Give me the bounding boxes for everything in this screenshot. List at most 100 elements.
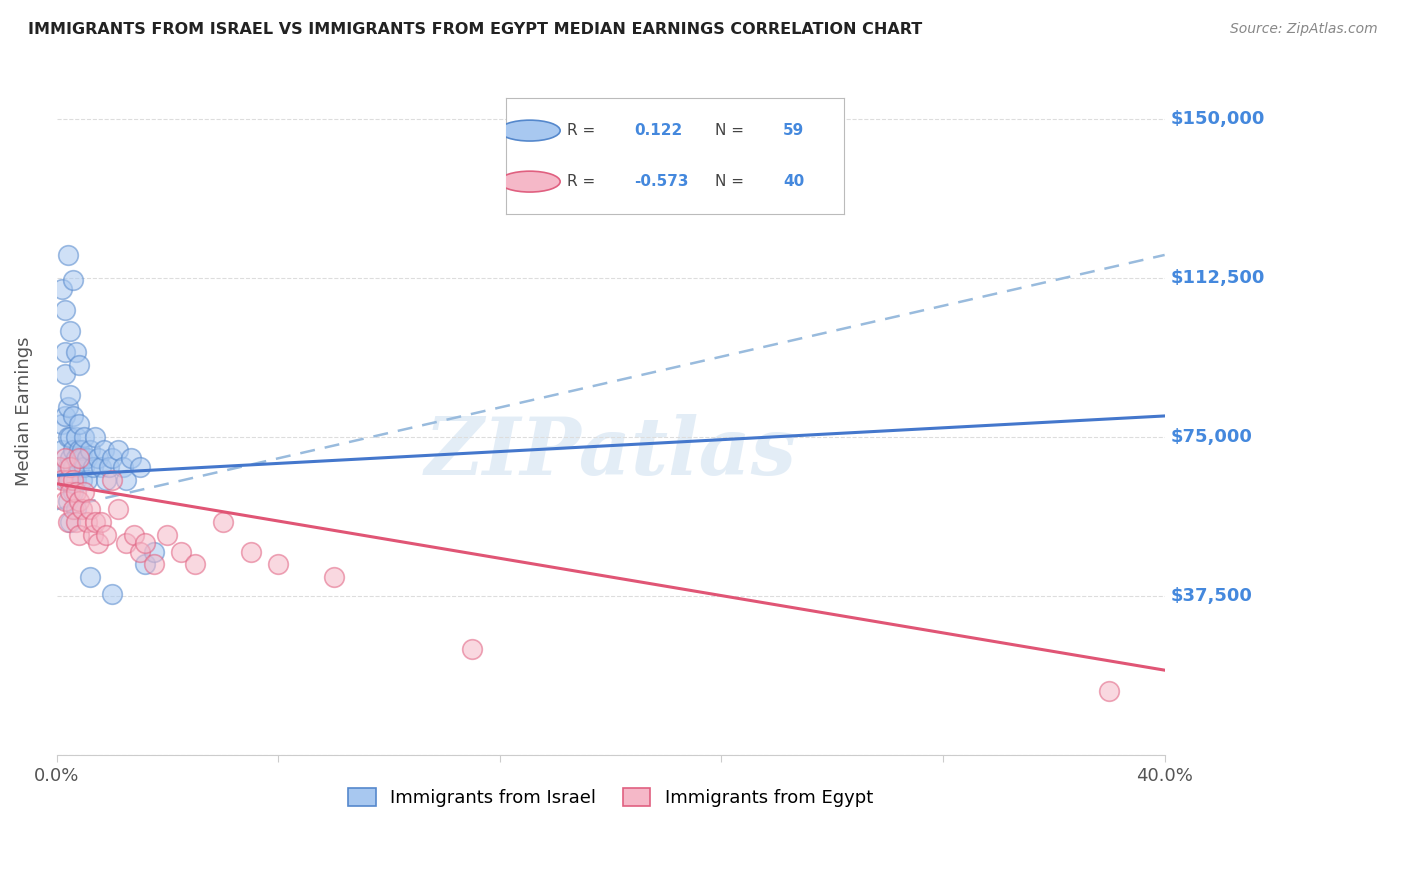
Point <box>67 451 90 466</box>
Point <box>70 502 93 516</box>
Text: R =: R = <box>567 174 595 189</box>
Point <box>107 502 129 516</box>
Point <box>59 515 82 529</box>
Point <box>56 493 79 508</box>
Point <box>62 409 84 423</box>
Point <box>101 451 124 466</box>
Point <box>134 558 156 572</box>
Point <box>59 324 82 338</box>
Point <box>65 345 87 359</box>
Point <box>73 485 96 500</box>
Point <box>53 303 76 318</box>
Text: R =: R = <box>567 123 595 138</box>
Point <box>53 473 76 487</box>
Point <box>90 515 112 529</box>
Point <box>1098 684 1121 698</box>
Point <box>142 544 165 558</box>
Point <box>65 485 87 500</box>
Point <box>70 442 93 457</box>
Point <box>170 544 193 558</box>
Point <box>84 515 107 529</box>
Point <box>62 459 84 474</box>
Text: IMMIGRANTS FROM ISRAEL VS IMMIGRANTS FROM EGYPT MEDIAN EARNINGS CORRELATION CHAR: IMMIGRANTS FROM ISRAEL VS IMMIGRANTS FRO… <box>28 22 922 37</box>
Point <box>79 570 101 584</box>
Point <box>53 367 76 381</box>
Point <box>59 485 82 500</box>
Point <box>98 459 121 474</box>
Point <box>67 459 90 474</box>
Point <box>73 459 96 474</box>
Point <box>51 473 73 487</box>
Point <box>79 442 101 457</box>
Point <box>53 451 76 466</box>
Point <box>59 459 82 474</box>
Point <box>107 442 129 457</box>
Y-axis label: Median Earnings: Median Earnings <box>15 337 32 486</box>
Point <box>51 442 73 457</box>
Point <box>56 473 79 487</box>
Point <box>82 527 104 541</box>
Point <box>62 502 84 516</box>
Point <box>211 515 233 529</box>
Point <box>65 502 87 516</box>
Point <box>76 473 98 487</box>
Point <box>267 558 290 572</box>
Point <box>67 358 90 372</box>
Point <box>90 459 112 474</box>
Point <box>53 345 76 359</box>
Point <box>96 527 118 541</box>
Point <box>156 527 179 541</box>
Text: $150,000: $150,000 <box>1170 111 1264 128</box>
Point <box>87 451 110 466</box>
Point <box>115 536 138 550</box>
Text: $112,500: $112,500 <box>1170 269 1264 287</box>
Point <box>59 430 82 444</box>
Point <box>56 248 79 262</box>
Text: 59: 59 <box>783 123 804 138</box>
Circle shape <box>499 120 560 141</box>
Point <box>87 536 110 550</box>
Point <box>128 459 150 474</box>
Point <box>112 459 135 474</box>
Point <box>59 388 82 402</box>
Point <box>120 451 142 466</box>
Point <box>67 417 90 432</box>
Point <box>134 536 156 550</box>
Point <box>122 527 145 541</box>
Point <box>70 451 93 466</box>
Point <box>115 473 138 487</box>
Point <box>76 515 98 529</box>
Point <box>48 459 70 474</box>
Legend: Immigrants from Israel, Immigrants from Egypt: Immigrants from Israel, Immigrants from … <box>342 780 880 814</box>
Point <box>56 401 79 415</box>
Point <box>53 493 76 508</box>
Point <box>76 451 98 466</box>
Point <box>67 493 90 508</box>
Text: $37,500: $37,500 <box>1170 587 1253 605</box>
Point <box>65 473 87 487</box>
Point <box>184 558 207 572</box>
Point <box>56 515 79 529</box>
Point <box>93 442 115 457</box>
Text: Source: ZipAtlas.com: Source: ZipAtlas.com <box>1230 22 1378 37</box>
Point <box>70 473 93 487</box>
Circle shape <box>499 171 560 192</box>
Point <box>322 570 344 584</box>
Point <box>65 515 87 529</box>
Text: N =: N = <box>716 123 744 138</box>
Point <box>62 473 84 487</box>
Point <box>73 430 96 444</box>
Point <box>56 459 79 474</box>
Text: $75,000: $75,000 <box>1170 428 1253 446</box>
Text: -0.573: -0.573 <box>634 174 689 189</box>
Point <box>59 451 82 466</box>
Point <box>239 544 262 558</box>
Point <box>53 409 76 423</box>
Point <box>59 473 82 487</box>
Point <box>62 273 84 287</box>
Text: 40: 40 <box>783 174 804 189</box>
Point <box>65 451 87 466</box>
Point <box>82 459 104 474</box>
Point <box>62 485 84 500</box>
Point <box>101 587 124 601</box>
